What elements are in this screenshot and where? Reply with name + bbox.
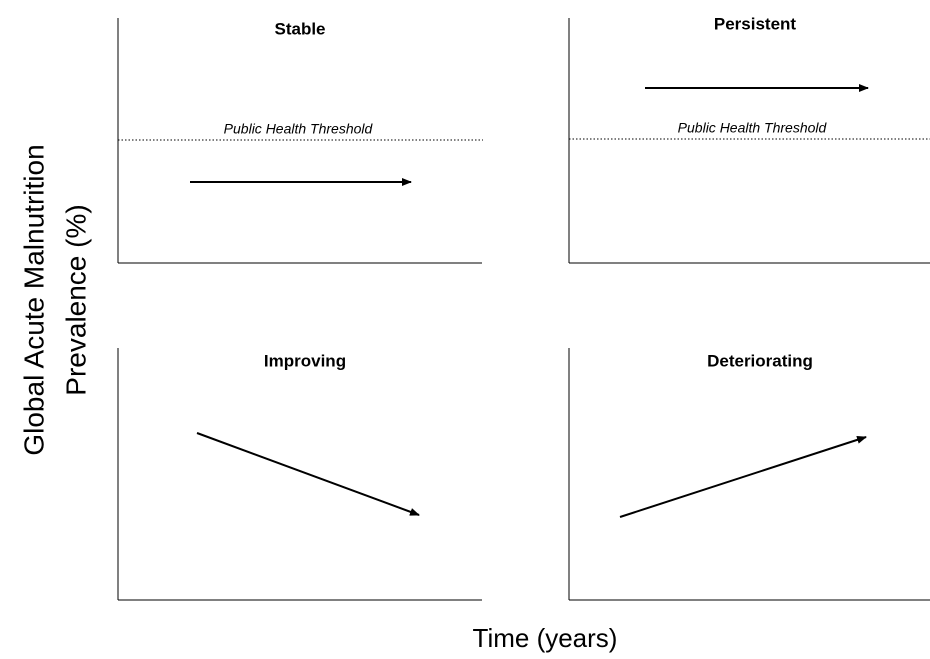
threshold-label: Public Health Threshold	[678, 120, 828, 136]
panel-title: Improving	[264, 351, 346, 370]
y-axis-label: Prevalence (%)	[60, 204, 91, 395]
x-axis-label: Time (years)	[473, 623, 618, 653]
panel-title: Deteriorating	[707, 351, 813, 370]
panel-title: Stable	[274, 19, 325, 38]
panel: Deteriorating	[568, 348, 930, 601]
panel: Persistent Public Health Threshold	[568, 14, 930, 264]
trend-arrow	[619, 435, 867, 518]
trend-arrow	[196, 432, 420, 516]
y-axis-label: Global Acute Malnutrition	[18, 144, 49, 455]
panel-title: Persistent	[714, 14, 797, 33]
panel: Stable Public Health Threshold	[117, 18, 483, 264]
threshold-label: Public Health Threshold	[224, 121, 374, 137]
panel: Improving	[117, 348, 482, 601]
